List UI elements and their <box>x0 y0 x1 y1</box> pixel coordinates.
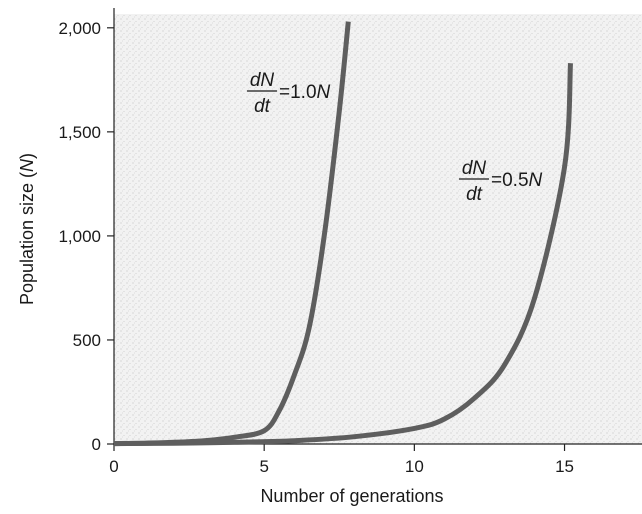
annotation-1-denominator: dt <box>254 96 271 117</box>
annotation-series-1: dN dt =1.0N <box>247 70 331 117</box>
annotation-1-rhs: =1.0N <box>279 82 331 103</box>
y-ticks: 0 500 1,000 1,500 2,000 <box>58 19 114 454</box>
annotation-1-numerator: dN <box>250 70 275 91</box>
y-tick-label: 1,000 <box>58 227 101 246</box>
x-tick-label: 15 <box>555 457 574 476</box>
y-tick-label: 2,000 <box>58 19 101 38</box>
x-tick-label: 10 <box>405 457 424 476</box>
y-tick-label: 0 <box>92 435 101 454</box>
series-layer <box>113 21 573 447</box>
annotation-2-rhs: =0.5N <box>491 170 543 191</box>
x-tick-label: 0 <box>109 457 118 476</box>
y-axis-title: Population size (N) <box>17 153 37 305</box>
annotation-2-denominator: dt <box>466 184 483 205</box>
x-axis-title: Number of generations <box>260 486 443 506</box>
x-tick-label: 5 <box>259 457 268 476</box>
plot-area <box>114 14 642 444</box>
series-line-2 <box>113 63 573 447</box>
annotation-2-numerator: dN <box>462 158 487 179</box>
y-tick-label: 1,500 <box>58 123 101 142</box>
y-tick-label: 500 <box>73 331 101 350</box>
annotation-series-2: dN dt =0.5N <box>459 158 543 205</box>
x-ticks: 0 5 10 15 <box>109 444 574 476</box>
